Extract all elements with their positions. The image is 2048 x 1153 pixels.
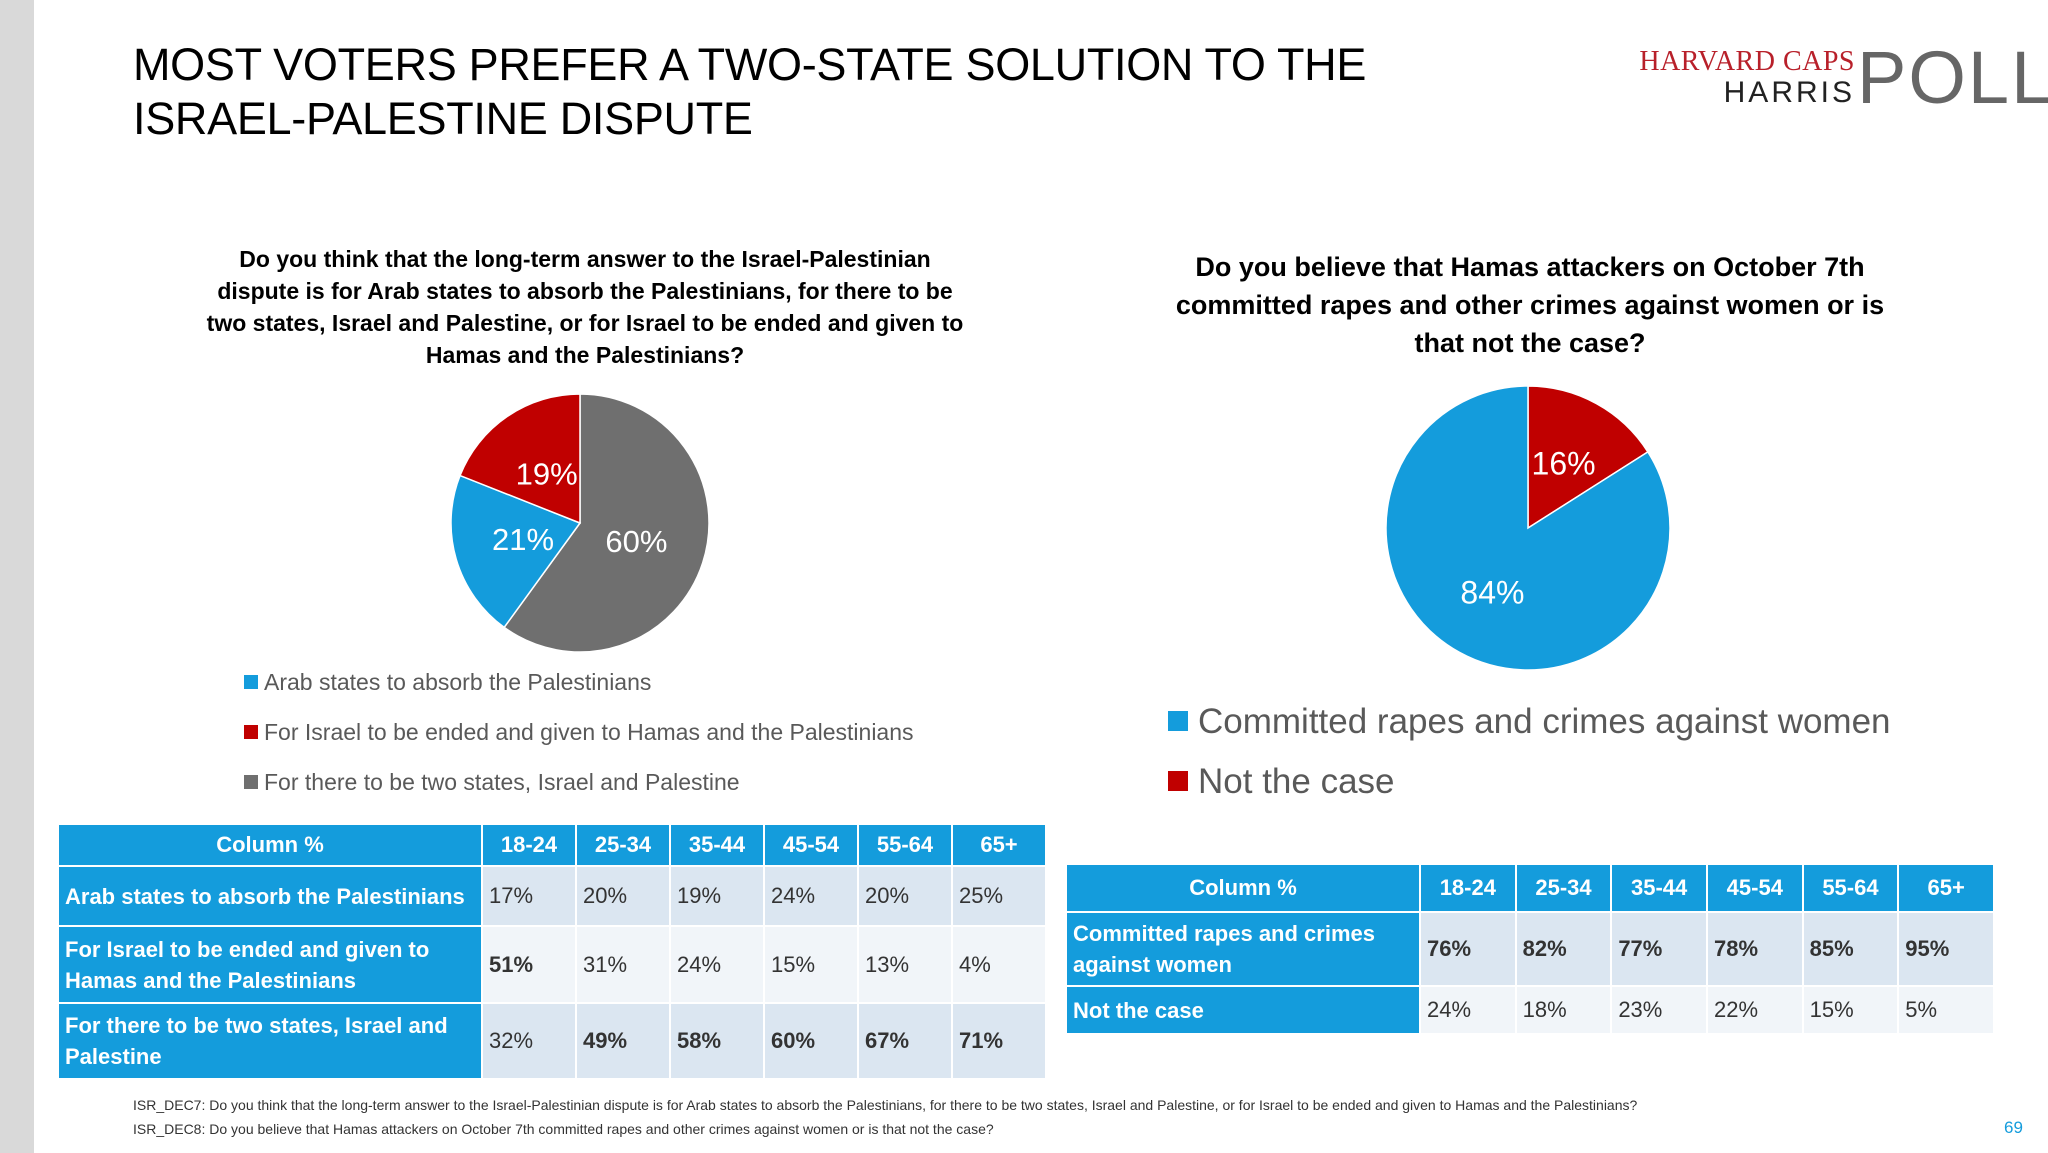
table1-cell: 20% — [857, 865, 953, 927]
table1-col-header-65: 65+ — [951, 823, 1047, 867]
table2-col-header-55-64: 55-64 — [1801, 863, 1900, 913]
logo-line-2: HARRIS — [1723, 76, 1855, 109]
two-state-pie-chart: 60% 21% 19% — [450, 393, 710, 653]
pie1-legend-swatch-icon — [244, 774, 258, 789]
pie2-legend-item-committed-rapes-and-crimes-against-women: Committed rapes and crimes against women — [1168, 699, 1891, 759]
pie1-legend-item-arab-states-to-absorb-the-palestinians: Arab states to absorb the Palestinians — [244, 667, 914, 717]
table1-col-header-55-64: 55-64 — [857, 823, 953, 867]
pie1-legend: Arab states to absorb the Palestinians Fo… — [244, 667, 914, 817]
table1-cell: 49% — [575, 1002, 671, 1080]
table2-col-header-18-24: 18-24 — [1419, 863, 1517, 913]
table2-col-header-45-54: 45-54 — [1705, 863, 1804, 913]
table2-col-header-35-44: 35-44 — [1610, 863, 1708, 913]
table2-col-header-column: Column % — [1065, 863, 1421, 913]
table1-header-row: Column % 18-24 25-34 35-44 45-54 55-64 65+ — [57, 823, 1047, 867]
table1-row-label: Arab states to absorb the Palestinians — [57, 865, 483, 927]
table2-table-row: Not the case 24% 18% 23% 22% 15% 5% — [1065, 985, 1995, 1035]
table1-cell: 51% — [481, 925, 577, 1004]
pie2-legend: Committed rapes and crimes against women… — [1168, 699, 1891, 819]
table2-cell: 76% — [1419, 911, 1517, 987]
table2-header-row: Column % 18-24 25-34 35-44 45-54 55-64 65+ — [1065, 863, 1995, 913]
table1-cell: 25% — [951, 865, 1047, 927]
pie1-legend-swatch-icon — [244, 724, 258, 739]
table2-row-label: Not the case — [1065, 985, 1421, 1035]
table1-col-header-column: Column % — [57, 823, 483, 867]
table2-cell: 82% — [1514, 911, 1613, 987]
table1-cell: 17% — [481, 865, 577, 927]
table2-table-row: Committed rapes and crimes against women… — [1065, 911, 1995, 987]
table1-col-header-35-44: 35-44 — [669, 823, 765, 867]
pie2-slice-committed-rapes-and-crimes-against-women — [1385, 385, 1671, 671]
pie2-question: Do you believe that Hamas attackers on O… — [1175, 252, 1885, 358]
table1-cell: 15% — [763, 925, 859, 1004]
table2-cell: 78% — [1705, 911, 1804, 987]
harvard-caps-harris-poll-logo: HARVARD CAPS HARRIS POLL — [1615, 41, 2048, 115]
table2-cell: 5% — [1897, 985, 1995, 1035]
table1-col-header-45-54: 45-54 — [763, 823, 859, 867]
table1-cell: 24% — [669, 925, 765, 1004]
pie1-label-for-there-to-be-two-states-israel-and-palestine: 60% — [605, 524, 667, 559]
pie1-legend-item-for-israel-to-be-ended-and-given-to-hamas-and-the-palestinians: For Israel to be ended and given to Hama… — [244, 717, 914, 767]
table1-table-row: For Israel to be ended and given to Hama… — [57, 925, 1047, 1004]
table1-cell: 4% — [951, 925, 1047, 1004]
table2-cell: 77% — [1610, 911, 1708, 987]
table1-row-label: For Israel to be ended and given to Hama… — [57, 925, 483, 1004]
table2-col-header-65: 65+ — [1897, 863, 1995, 913]
table2-cell: 24% — [1419, 985, 1517, 1035]
pie1-slice-for-israel-to-be-ended-and-given-to-hamas-and-the-palestinians — [459, 393, 581, 525]
table1-col-header-18-24: 18-24 — [481, 823, 577, 867]
pie1-legend-label: For there to be two states, Israel and P… — [264, 769, 740, 795]
pie2-slice-not-the-case — [1527, 385, 1649, 530]
table1-cell: 24% — [763, 865, 859, 927]
pie1-question: Do you think that the long-term answer t… — [206, 246, 964, 368]
pie1-legend-label: For Israel to be ended and given to Hama… — [264, 719, 914, 745]
table1-cell: 67% — [857, 1002, 953, 1080]
slide-left-margin — [0, 0, 34, 1153]
pie2-legend-item-not-the-case: Not the case — [1168, 759, 1891, 819]
page-number: 69 — [2004, 1118, 2023, 1137]
pie2-label-not-the-case: 16% — [1532, 445, 1596, 481]
table1-table-row: Arab states to absorb the Palestinians 17… — [57, 865, 1047, 927]
table2-cell: 15% — [1801, 985, 1900, 1035]
footnote-isr-dec7: ISR_DEC7: Do you think that the long-ter… — [133, 1097, 1638, 1113]
table1-cell: 60% — [763, 1002, 859, 1080]
table1-cell: 58% — [669, 1002, 765, 1080]
table2-cell: 18% — [1514, 985, 1613, 1035]
table1-col-header-25-34: 25-34 — [575, 823, 671, 867]
table1-cell: 19% — [669, 865, 765, 927]
age-crosstab-table-2: Column % 18-24 25-34 35-44 45-54 55-64 65+ Comm… — [1065, 863, 1995, 1035]
pie1-legend-swatch-icon — [244, 674, 258, 689]
pie1-slice-for-there-to-be-two-states-israel-and-palestine — [503, 393, 710, 653]
table2-cell: 22% — [1705, 985, 1804, 1035]
table2-cell: 23% — [1610, 985, 1708, 1035]
table1-cell: 71% — [951, 1002, 1047, 1080]
table2-cell: 95% — [1897, 911, 1995, 987]
table1-cell: 20% — [575, 865, 671, 927]
footnote-isr-dec8: ISR_DEC8: Do you believe that Hamas atta… — [133, 1121, 994, 1137]
pie2-legend-swatch-icon — [1168, 770, 1188, 791]
table1-row-label: For there to be two states, Israel and P… — [57, 1002, 483, 1080]
hamas-crimes-pie-chart: 16% 84% — [1385, 385, 1671, 671]
pie1-slice-arab-states-to-absorb-the-palestinians — [450, 474, 582, 629]
age-crosstab-table-1: Column % 18-24 25-34 35-44 45-54 55-64 65+ Arab… — [57, 823, 1047, 1080]
table1-cell: 32% — [481, 1002, 577, 1080]
pie2-legend-label: Not the case — [1198, 762, 1395, 801]
table2-col-header-25-34: 25-34 — [1514, 863, 1613, 913]
table2-row-label: Committed rapes and crimes against women — [1065, 911, 1421, 987]
logo-line-1: HARVARD CAPS — [1639, 46, 1855, 77]
pie1-label-arab-states-to-absorb-the-palestinians: 21% — [492, 522, 554, 557]
slide-title: MOST VOTERS PREFER A TWO-STATE SOLUTION … — [133, 39, 1367, 144]
pie1-legend-item-for-there-to-be-two-states-israel-and-palestine: For there to be two states, Israel and P… — [244, 767, 914, 817]
table2-cell: 85% — [1801, 911, 1900, 987]
pie2-label-committed-rapes-and-crimes-against-women: 84% — [1460, 575, 1524, 611]
pie1-label-for-israel-to-be-ended-and-given-to-hamas-and-the-palestinians: 19% — [516, 456, 578, 491]
table1-cell: 13% — [857, 925, 953, 1004]
pie2-legend-swatch-icon — [1168, 710, 1188, 731]
table1-cell: 31% — [575, 925, 671, 1004]
logo-line-3: POLL — [1857, 36, 2048, 119]
pie1-legend-label: Arab states to absorb the Palestinians — [264, 669, 652, 695]
pie2-legend-label: Committed rapes and crimes against women — [1198, 702, 1891, 741]
table1-table-row: For there to be two states, Israel and P… — [57, 1002, 1047, 1080]
